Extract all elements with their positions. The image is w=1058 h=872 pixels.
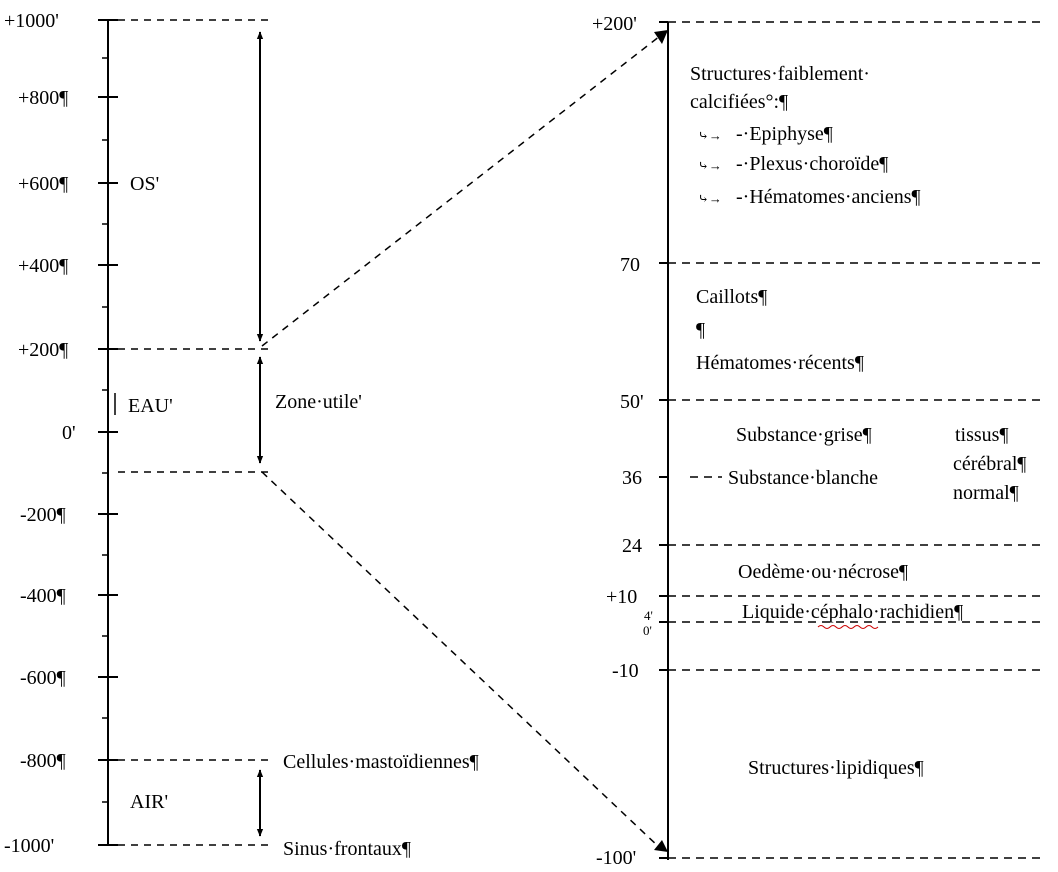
left-major-ticks [98,19,118,846]
tab-marker: ⤷→ [698,128,722,143]
calcified-title-line-2: calcifiées°:¶ [690,91,788,113]
cellules-mastoidiennes-label: Cellules·mastoïdiennes¶ [283,751,479,773]
calcified-item: -·Plexus·choroïde¶ [736,153,888,175]
tissus-label-line-1: tissus¶ [955,424,1009,446]
right-structure-labels: Structures·faiblement· calcifiées°:¶ ⤷→ … [690,63,1026,779]
tick-label: +400¶ [18,255,68,277]
tab-marker: ⤷→ [698,191,722,206]
tick-label: -800¶ [20,750,66,772]
oedeme-label: Oedème·ou·nécrose¶ [738,561,908,583]
tick-label: +1000' [4,10,59,32]
tick-label: -200¶ [20,504,66,526]
lcr-label: Liquide·céphalo·rachidien¶ [742,601,963,623]
sinus-frontaux-label: Sinus·frontaux¶ [283,838,411,860]
eau-zone-label: EAU' [128,395,173,417]
calcified-item: -·Epiphyse¶ [736,123,833,145]
zoom-line-bottom [261,471,661,849]
right-major-ticks [659,21,668,859]
spellcheck-underline [817,625,879,629]
hematomes-recents-label: Hématomes·récents¶ [696,352,864,374]
calcified-item: -·Hématomes·anciens¶ [736,186,921,208]
substance-blanche-label: Substance·blanche [728,467,878,489]
tick-label: +600¶ [18,173,68,195]
zoom-arrowhead-top [654,30,668,44]
tick-label: -10 [612,660,639,682]
tab-marker: ⤷→ [698,158,722,173]
zoom-arrowhead-bottom [654,840,668,852]
tick-label: -1000' [4,835,54,857]
zoom-connectors [261,35,661,849]
caillots-label: Caillots¶ [696,286,767,308]
tick-label: +10 [606,586,637,608]
right-tick-labels: +200' 70 50' 36 24 +10 -10 -100' [592,13,644,869]
zoom-line-top [261,35,661,347]
left-minor-ticks [102,57,108,803]
tick-label: +200¶ [18,339,68,361]
tick-label: 50' [620,391,644,413]
tick-label: 24 [622,535,642,557]
tick-label: 4' [644,608,653,623]
substance-grise-label: Substance·grise¶ [736,424,872,446]
lipidiques-label: Structures·lipidiques¶ [748,757,924,779]
tick-label: +200' [592,13,637,35]
tick-label: 0' [643,623,652,638]
left-level-lines [118,19,270,846]
calcified-title-line-1: Structures·faiblement· [690,63,870,85]
air-zone-label: AIR' [130,791,168,813]
tick-label: -600¶ [20,667,66,689]
tick-label: 0' [62,422,76,444]
left-scale: +1000' +800¶ +600¶ +400¶ +200¶ 0' -200¶ … [4,10,479,860]
tick-label: +800¶ [18,87,68,109]
tick-label: -400¶ [20,585,66,607]
pilcrow-mark: ¶ [696,319,705,341]
zone-utile-label: Zone·utile' [275,391,362,413]
right-level-lines [668,21,1040,859]
tissus-label-line-2: cérébral¶ [953,453,1026,475]
tissus-label-line-3: normal¶ [953,482,1019,504]
tick-label: 70 [620,254,640,276]
tick-label: -100' [596,847,636,869]
os-zone-label: OS' [130,173,159,195]
right-scale: +200' 70 50' 36 24 +10 -10 -100' 4' 0' S… [592,13,1040,869]
tick-label: 36 [622,467,642,489]
left-tick-labels: +1000' +800¶ +600¶ +400¶ +200¶ 0' -200¶ … [4,10,76,857]
